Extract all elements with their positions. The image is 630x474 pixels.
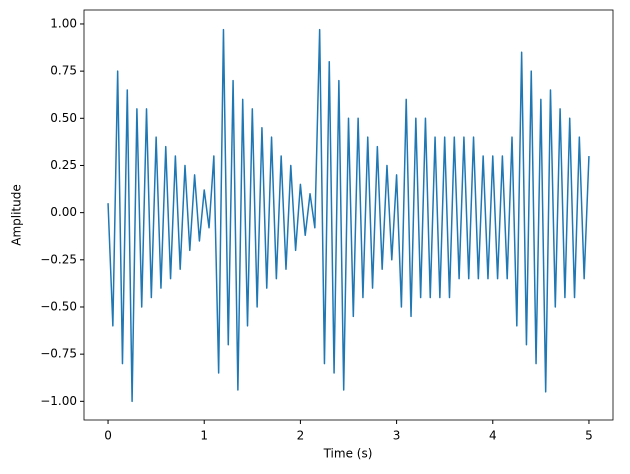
y-tick-label: −0.50 (40, 299, 77, 313)
y-tick-label: −0.75 (40, 347, 77, 361)
y-tick-label: −1.00 (40, 394, 77, 408)
x-tick-label: 3 (393, 429, 401, 443)
x-tick-label: 5 (585, 429, 593, 443)
x-tick-label: 0 (104, 429, 112, 443)
waveform-line (107, 28, 590, 403)
y-tick-label: 0.00 (50, 205, 77, 219)
y-axis-label: Amplitude (10, 184, 24, 246)
y-tick-label: 0.50 (50, 111, 77, 125)
x-tick-label: 2 (297, 429, 305, 443)
plot-frame (83, 9, 614, 421)
y-tick-label: 0.75 (50, 64, 77, 78)
y-tick-label: 0.25 (50, 158, 77, 172)
x-tick-label: 1 (200, 429, 208, 443)
y-tick-label: −0.25 (40, 252, 77, 266)
y-tick-label: 1.00 (50, 16, 77, 30)
x-tick-label: 4 (489, 429, 497, 443)
x-axis-label: Time (s) (323, 447, 373, 461)
